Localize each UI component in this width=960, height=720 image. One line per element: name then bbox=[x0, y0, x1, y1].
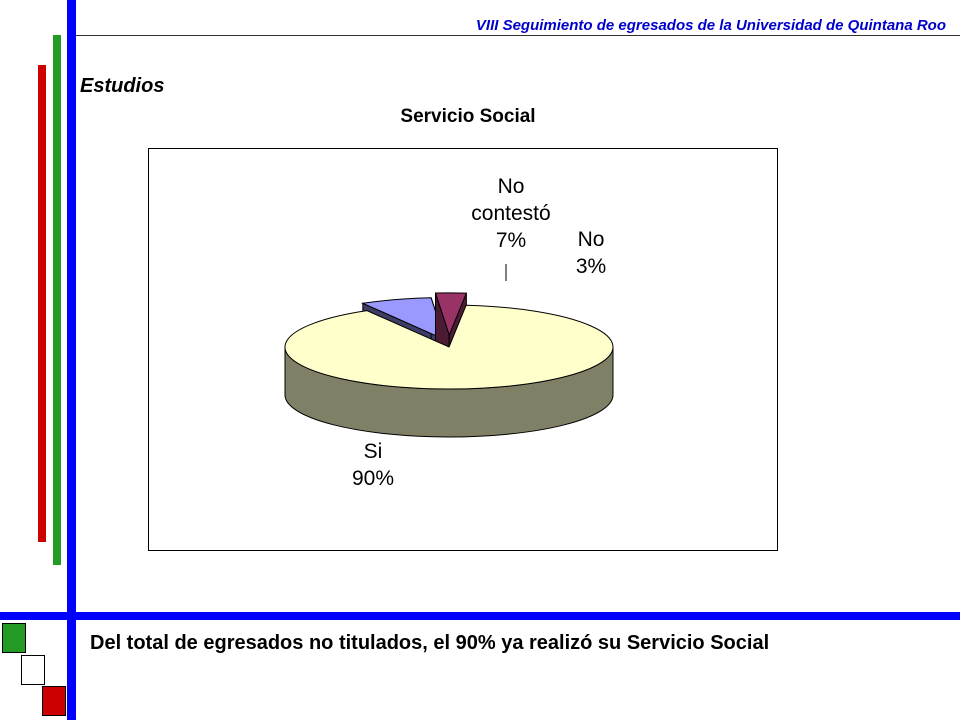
pie-top-face bbox=[284, 304, 614, 390]
pie-slice-si bbox=[284, 304, 614, 438]
slide-caption: Del total de egresados no titulados, el … bbox=[90, 632, 770, 654]
pie-top-face bbox=[434, 292, 468, 337]
blue-vertical-bar bbox=[67, 0, 76, 720]
label-no-contesto: No contestó 7% bbox=[471, 175, 550, 252]
blue-horizontal-bar bbox=[0, 612, 960, 620]
pie-top-face bbox=[361, 297, 446, 341]
chart-frame: No contestó 7% No 3% Si 90% bbox=[148, 148, 778, 551]
label-no: No 3% bbox=[576, 228, 606, 278]
chart-title: Servicio Social bbox=[400, 106, 536, 127]
red-square bbox=[42, 686, 66, 716]
green-square bbox=[2, 623, 26, 653]
white-square bbox=[21, 655, 45, 685]
green-vertical-bar bbox=[53, 35, 61, 565]
label-si: Si 90% bbox=[352, 440, 394, 490]
header-divider bbox=[76, 35, 960, 36]
pie-chart: No contestó 7% No 3% Si 90% bbox=[284, 175, 614, 490]
red-vertical-bar bbox=[38, 65, 46, 542]
section-title: Estudios bbox=[80, 75, 165, 97]
header-title: VIII Seguimiento de egresados de la Univ… bbox=[475, 17, 946, 34]
